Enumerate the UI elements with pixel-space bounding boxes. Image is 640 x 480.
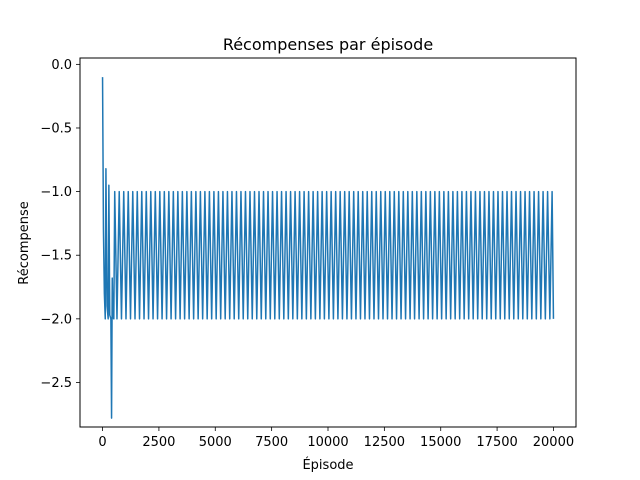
- y-tick-label: −0.5: [40, 121, 72, 136]
- y-tick-label: 0.0: [51, 58, 72, 73]
- x-tick-label: 15000: [420, 435, 461, 450]
- chart-title: Récompenses par épisode: [223, 35, 433, 54]
- x-tick-label: 7500: [255, 435, 288, 450]
- plot-area: [101, 77, 555, 419]
- x-tick-label: 12500: [364, 435, 405, 450]
- y-tick-label: −1.0: [40, 185, 72, 200]
- y-tick-label: −2.0: [40, 312, 72, 327]
- y-tick-label: −2.5: [40, 376, 72, 391]
- x-tick-label: 10000: [307, 435, 348, 450]
- reward-series-line: [101, 77, 555, 419]
- y-tick-label: −1.5: [40, 249, 72, 264]
- y-axis: 0.0 −0.5 −1.0 −1.5 −2.0 −2.5: [40, 58, 80, 391]
- x-tick-label: 17500: [476, 435, 517, 450]
- x-tick-label: 5000: [199, 435, 232, 450]
- x-axis-label: Épisode: [302, 457, 353, 473]
- x-tick-label: 0: [98, 435, 106, 450]
- x-tick-label: 20000: [533, 435, 574, 450]
- y-axis-label: Récompense: [17, 201, 32, 284]
- x-tick-label: 2500: [142, 435, 175, 450]
- x-axis: 0 2500 5000 7500 10000 12500 15000 17500 20000: [98, 427, 574, 450]
